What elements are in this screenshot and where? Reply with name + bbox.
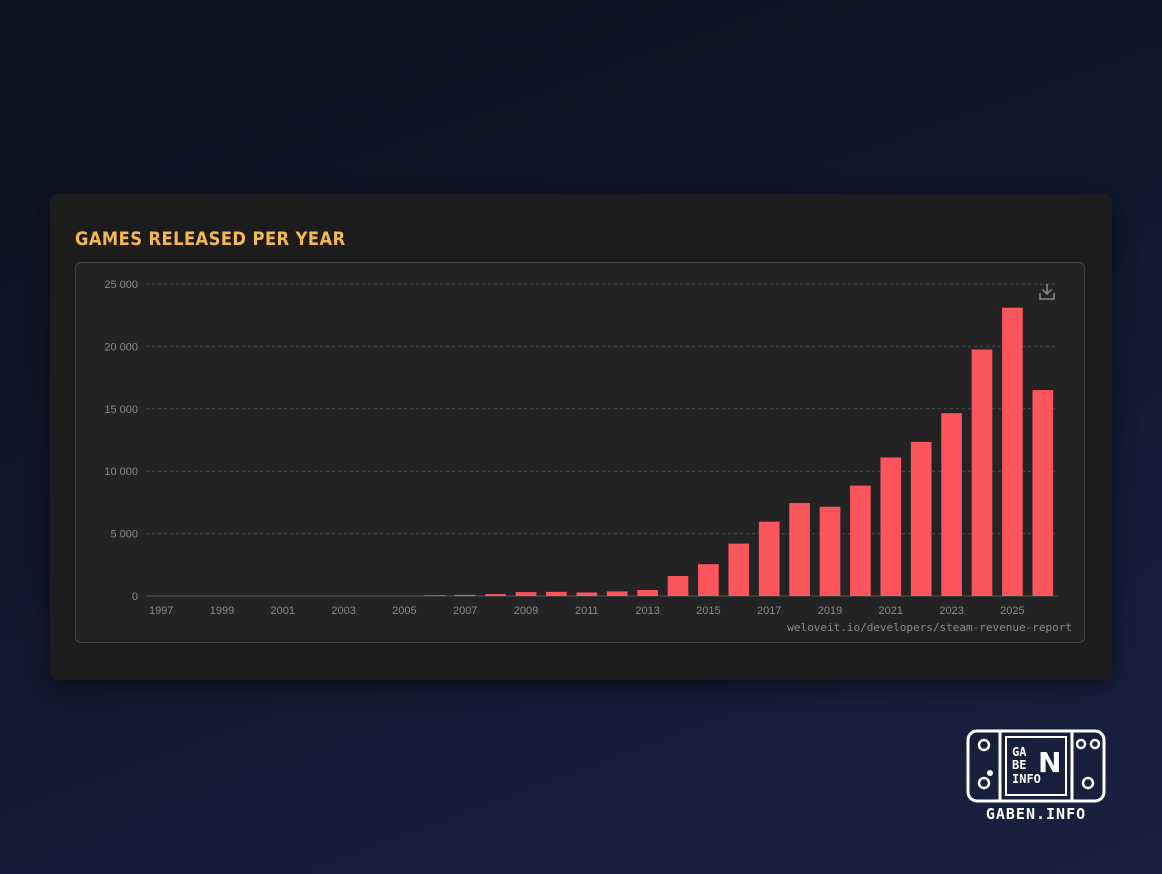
x-tick-label: 2019: [818, 605, 842, 617]
bar-2006: [424, 595, 446, 596]
bar-2013: [637, 590, 658, 596]
bar-2019: [819, 506, 841, 596]
y-tick-label: 10 000: [104, 466, 138, 478]
x-tick-label: 2025: [1000, 605, 1024, 617]
gaben-logo: GA BE INFO N: [966, 729, 1106, 803]
download-icon[interactable]: [1037, 282, 1057, 302]
x-tick-label: 1997: [149, 605, 173, 617]
x-tick-label: 2001: [271, 605, 295, 617]
svg-text:INFO: INFO: [1012, 772, 1041, 786]
bar-2010: [546, 591, 567, 596]
bar-2018: [789, 503, 810, 596]
logo-text: GABEN.INFO: [985, 805, 1087, 823]
bar-2021: [880, 457, 902, 596]
bar-2023: [941, 413, 962, 596]
bar-2026: [1032, 390, 1054, 596]
bar-2012: [606, 591, 628, 596]
bar-2016: [728, 543, 750, 596]
source-url: weloveit.io/developers/steam-revenue-rep…: [787, 621, 1072, 634]
x-tick-label: 2009: [514, 605, 538, 617]
chart-plot-area: 0 5 000 10 000 15 000 20 000 25 000 1997 1999 20…: [75, 262, 1085, 643]
x-tick-label: 1999: [210, 605, 234, 617]
svg-text:BE: BE: [1012, 758, 1026, 772]
chart-title: GAMES RELEASED PER YEAR: [75, 228, 346, 250]
bar-2024: [971, 349, 993, 596]
x-tick-label: 2011: [575, 605, 599, 617]
bar-2014: [667, 576, 689, 596]
y-tick-label: 25 000: [104, 279, 138, 291]
bar-2008: [485, 594, 506, 596]
svg-text:N: N: [1038, 746, 1061, 779]
bar-chart: 0 5 000 10 000 15 000 20 000 25 000 1997 1999 20…: [104, 279, 1058, 617]
bar-2020: [850, 485, 871, 596]
x-tick-label: 2015: [696, 605, 720, 617]
x-tick-label: 2013: [635, 605, 659, 617]
bar-2007: [454, 594, 476, 596]
x-tick-label: 2005: [392, 605, 416, 617]
x-tick-label: 2003: [331, 605, 355, 617]
bar-2025: [1002, 307, 1023, 596]
bar-2015: [698, 564, 719, 596]
bar-2017: [758, 521, 780, 596]
x-tick-label: 2007: [453, 605, 477, 617]
x-tick-label: 2021: [879, 605, 903, 617]
bar-2011: [576, 592, 598, 596]
y-tick-label: 20 000: [104, 341, 138, 353]
bar-2022: [910, 441, 932, 596]
y-tick-label: 0: [132, 591, 138, 603]
x-tick-label: 2017: [757, 605, 781, 617]
y-tick-label: 5 000: [110, 529, 138, 541]
x-tick-label: 2023: [939, 605, 963, 617]
y-tick-label: 15 000: [104, 404, 138, 416]
svg-text:GA: GA: [1012, 745, 1027, 759]
bar-2009: [515, 592, 537, 596]
chart-card: GAMES RELEASED PER YEAR 0 5 000 10 000 15 0…: [50, 194, 1112, 680]
